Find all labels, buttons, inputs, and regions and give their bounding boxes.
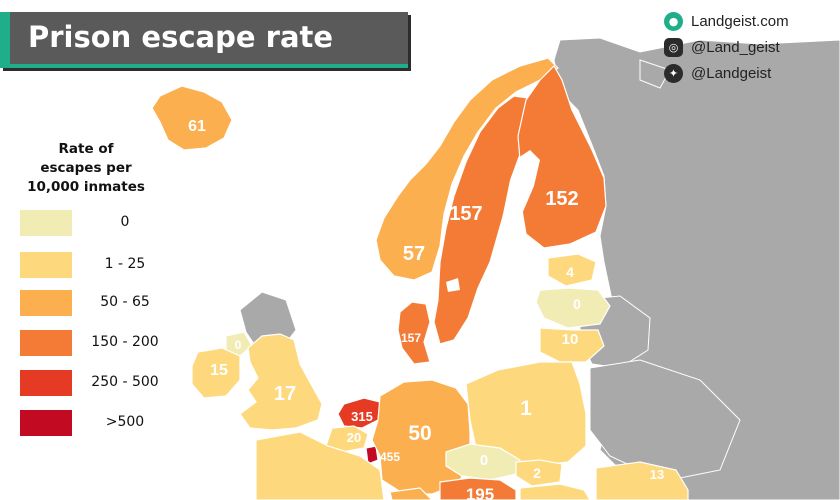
label-norway: 57 [403, 243, 425, 265]
legend-item: 150 - 200 [20, 330, 180, 356]
austria [439, 477, 517, 500]
social-links: ● Landgeist.com ◎ @Land_geist ✦ @Landgei… [664, 8, 789, 86]
label-united-kingdom: 17 [274, 383, 296, 405]
france [255, 431, 385, 500]
latvia [535, 287, 611, 329]
label-denmark: 157 [401, 331, 421, 345]
label-poland: 1 [520, 397, 532, 420]
legend-label: 0 [120, 214, 130, 230]
legend-swatch [20, 290, 72, 316]
legend-label: 1 - 25 [104, 256, 146, 272]
legend-swatch [20, 330, 72, 356]
legend-swatch [20, 252, 72, 278]
legend-item: 50 - 65 [20, 290, 180, 316]
title-accent-bar [0, 12, 10, 68]
legend-swatch [20, 370, 72, 396]
lakes [446, 150, 540, 292]
svalbard-hint [639, 59, 671, 89]
twitter-icon: ✦ [664, 63, 683, 83]
legend-title: Rate of escapes per 10,000 inmates [16, 140, 156, 197]
label-latvia: 0 [573, 296, 581, 312]
label-estonia: 4 [566, 264, 574, 280]
iceland [151, 85, 233, 151]
legend-label: 150 - 200 [91, 334, 159, 350]
legend-title-line-1: Rate of [58, 141, 114, 157]
label-lithuania: 10 [562, 331, 579, 348]
legend-item: 250 - 500 [20, 370, 180, 396]
label-germany: 50 [408, 422, 431, 445]
label-slovakia: 2 [533, 465, 541, 481]
gulf-of-bothnia [498, 150, 540, 260]
legend-label: 50 - 65 [100, 294, 150, 310]
ireland [191, 347, 241, 399]
label-finland: 152 [545, 188, 578, 210]
label-czechia: 0 [480, 452, 488, 469]
social-twitter[interactable]: ✦ @Landgeist [664, 60, 789, 86]
switzerland [389, 487, 433, 500]
legend-swatch [20, 410, 72, 436]
legend-item: 1 - 25 [20, 252, 180, 278]
social-twitter-text: @Landgeist [691, 64, 772, 82]
social-website-text: Landgeist.com [691, 12, 789, 30]
page-title: Prison escape rate [28, 20, 334, 54]
romania [595, 461, 689, 500]
social-instagram-text: @Land_geist [691, 38, 780, 56]
instagram-icon: ◎ [664, 37, 683, 57]
slovakia [515, 459, 563, 487]
countries [151, 57, 689, 500]
social-instagram[interactable]: ◎ @Land_geist [664, 34, 789, 60]
label-sweden: 157 [449, 203, 482, 225]
social-website[interactable]: ● Landgeist.com [664, 8, 789, 34]
lithuania [539, 327, 605, 363]
norway [375, 57, 559, 281]
title-bar: Prison escape rate [0, 12, 408, 68]
estonia [547, 253, 597, 287]
legend-item: 0 [20, 210, 180, 236]
legend-title-line-2: escapes per [40, 160, 132, 176]
landgeist-logo-icon: ● [664, 11, 683, 31]
label-belgium: 20 [347, 430, 361, 445]
legend-swatch [20, 210, 72, 236]
label-ireland: 15 [210, 362, 228, 379]
legend-title-line-3: 10,000 inmates [27, 179, 145, 195]
title-underline [10, 64, 408, 68]
lake-vanern [446, 278, 460, 292]
legend-label: 250 - 500 [91, 374, 159, 390]
luxembourg [365, 445, 379, 465]
label-iceland: 61 [188, 118, 206, 135]
label-austria: 195 [466, 485, 494, 500]
label-netherlands: 315 [351, 409, 373, 424]
netherlands [337, 397, 381, 429]
legend-label: >500 [105, 414, 145, 430]
label-luxembourg: 455 [380, 450, 400, 464]
ukraine [589, 359, 741, 481]
legend: Rate of escapes per 10,000 inmates 0 1 -… [16, 140, 166, 436]
label-northern-ireland: 0 [235, 338, 242, 352]
hungary [519, 483, 591, 500]
label-romania: 13 [650, 467, 664, 482]
united-kingdom [239, 333, 323, 431]
denmark [397, 301, 431, 365]
legend-item: >500 [20, 410, 180, 436]
country-value-labels: 61 57 157 152 4 0 10 157 0 15 17 315 20 … [188, 118, 664, 500]
